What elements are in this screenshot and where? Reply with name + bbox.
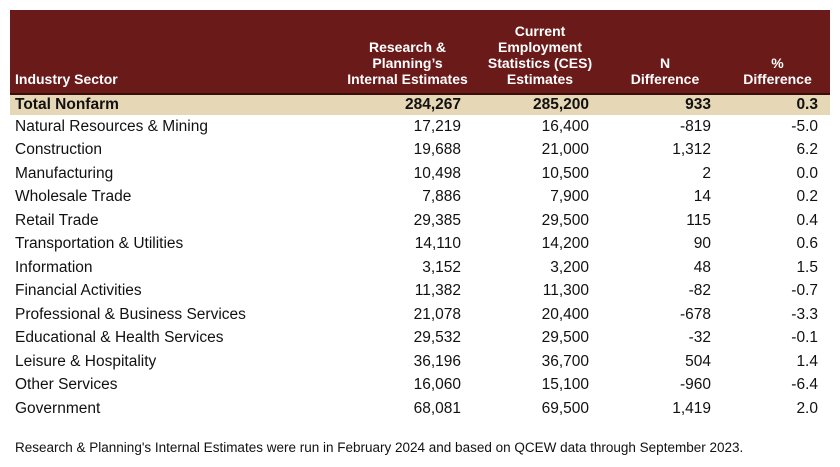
ces-cell: 16,400 (541, 117, 589, 135)
pct-diff-cell: -6.4 (791, 376, 818, 394)
rp-cell: 68,081 (413, 399, 461, 417)
n-diff-cell: 1,419 (672, 399, 711, 417)
header-row: Industry Sector Research & Planning’s In… (10, 10, 830, 94)
rp-cell: 10,498 (413, 164, 461, 182)
header-n-difference: N Difference (630, 55, 700, 87)
rp-cell: 21,078 (413, 305, 461, 323)
rp-cell: 17,219 (413, 117, 461, 135)
footnote: Research & Planning's Internal Estimates… (15, 440, 744, 455)
ces-cell: 10,500 (541, 164, 589, 182)
table-row: Wholesale Trade 7,886 7,900 14 0.2 (10, 186, 830, 210)
n-diff-cell: -32 (688, 329, 711, 347)
rp-cell: 36,196 (413, 352, 461, 370)
n-diff-cell: 14 (693, 188, 711, 206)
rp-cell: 29,385 (413, 211, 461, 229)
pct-diff-cell: 2.0 (796, 399, 818, 417)
n-diff-cell: 2 (702, 164, 711, 182)
header-percent-difference: % Difference (743, 55, 812, 87)
rp-cell: 7,886 (422, 188, 461, 206)
table-row: Construction 19,688 21,000 1,312 6.2 (10, 139, 830, 163)
pct-diff-cell: 1.4 (796, 352, 818, 370)
rp-cell: 3,152 (422, 258, 461, 276)
sector-cell: Natural Resources & Mining (15, 117, 208, 135)
n-diff-cell: -82 (688, 282, 711, 300)
rp-cell: 16,060 (413, 376, 461, 394)
ces-cell: 7,900 (550, 188, 589, 206)
rp-cell: 14,110 (414, 235, 461, 253)
sector-cell: Retail Trade (15, 211, 99, 229)
pct-diff-cell: 0.4 (796, 211, 818, 229)
table-row: Professional & Business Services 21,078 20… (10, 303, 830, 327)
ces-cell: 29,500 (541, 329, 589, 347)
ces-cell: 14,200 (541, 235, 589, 253)
estimates-table-container: Industry Sector Research & Planning’s In… (10, 10, 830, 421)
pct-diff-cell: -0.1 (791, 329, 818, 347)
table-row: Other Services 16,060 15,100 -960 -6.4 (10, 374, 830, 398)
table-row: Government 68,081 69,500 1,419 2.0 (10, 397, 830, 421)
n-diff-cell: -960 (679, 376, 711, 394)
header-ces-estimates: Current Employment Statistics (CES) Esti… (487, 23, 593, 87)
sector-cell: Transportation & Utilities (15, 235, 184, 253)
n-diff-cell: -819 (679, 117, 711, 135)
total-ces-cell: 285,200 (475, 93, 605, 115)
table-row: Manufacturing 10,498 10,500 2 0.0 (10, 162, 830, 186)
n-diff-cell: 1,312 (672, 141, 711, 159)
n-diff-cell: 504 (685, 352, 711, 370)
table-row: Financial Activities 11,382 11,300 -82 -0.7 (10, 280, 830, 304)
pct-diff-cell: -3.3 (791, 305, 818, 323)
pct-diff-cell: 0.6 (796, 235, 818, 253)
n-diff-cell: -678 (679, 305, 711, 323)
total-pct-diff-cell: 0.3 (725, 93, 830, 115)
ces-cell: 29,500 (541, 211, 589, 229)
pct-diff-cell: 6.2 (796, 141, 818, 159)
pct-diff-cell: 0.2 (796, 188, 818, 206)
total-rp-cell: 284,267 (340, 93, 475, 115)
n-diff-cell: 48 (693, 258, 711, 276)
sector-cell: Other Services (15, 376, 118, 394)
table-row: Leisure & Hospitality 36,196 36,700 504 1.4 (10, 350, 830, 374)
n-diff-cell: 90 (693, 235, 711, 253)
sector-cell: Information (15, 258, 93, 276)
total-row: Total Nonfarm 284,267 285,200 933 0.3 (10, 93, 830, 115)
rp-cell: 11,382 (414, 282, 461, 300)
pct-diff-cell: -0.7 (791, 282, 818, 300)
table-row: Retail Trade 29,385 29,500 115 0.4 (10, 209, 830, 233)
industry-estimates-table: Industry Sector Research & Planning’s In… (10, 10, 830, 421)
ces-cell: 15,100 (541, 376, 589, 394)
rp-cell: 29,532 (413, 329, 461, 347)
header-industry-sector: Industry Sector (15, 71, 118, 87)
sector-cell: Professional & Business Services (15, 305, 246, 323)
table-row: Information 3,152 3,200 48 1.5 (10, 256, 830, 280)
table-row: Natural Resources & Mining 17,219 16,400 -8… (10, 115, 830, 139)
sector-cell: Financial Activities (15, 282, 142, 300)
table-row: Transportation & Utilities 14,110 14,200 90… (10, 233, 830, 257)
ces-cell: 36,700 (541, 352, 589, 370)
sector-cell: Manufacturing (15, 164, 114, 182)
total-n-diff-cell: 933 (605, 93, 725, 115)
sector-cell: Leisure & Hospitality (15, 352, 157, 370)
ces-cell: 20,400 (541, 305, 589, 323)
table-row: Educational & Health Services 29,532 29,50… (10, 327, 830, 351)
sector-cell: Educational & Health Services (15, 329, 224, 347)
table-header: Industry Sector Research & Planning’s In… (10, 10, 830, 94)
ces-cell: 11,300 (542, 282, 589, 300)
total-sector-cell: Total Nonfarm (10, 93, 340, 115)
pct-diff-cell: 1.5 (796, 258, 818, 276)
pct-diff-cell: -5.0 (791, 117, 818, 135)
table-body: Total Nonfarm 284,267 285,200 933 0.3 Na… (10, 93, 830, 421)
n-diff-cell: 115 (686, 211, 711, 229)
sector-cell: Wholesale Trade (15, 188, 132, 206)
ces-cell: 21,000 (541, 141, 589, 159)
rp-cell: 19,688 (413, 141, 461, 159)
header-research-planning-estimates: Research & Planning’s Internal Estimates (347, 39, 468, 87)
ces-cell: 3,200 (550, 258, 589, 276)
sector-cell: Government (15, 399, 101, 417)
sector-cell: Construction (15, 141, 103, 159)
ces-cell: 69,500 (541, 399, 589, 417)
pct-diff-cell: 0.0 (796, 164, 818, 182)
